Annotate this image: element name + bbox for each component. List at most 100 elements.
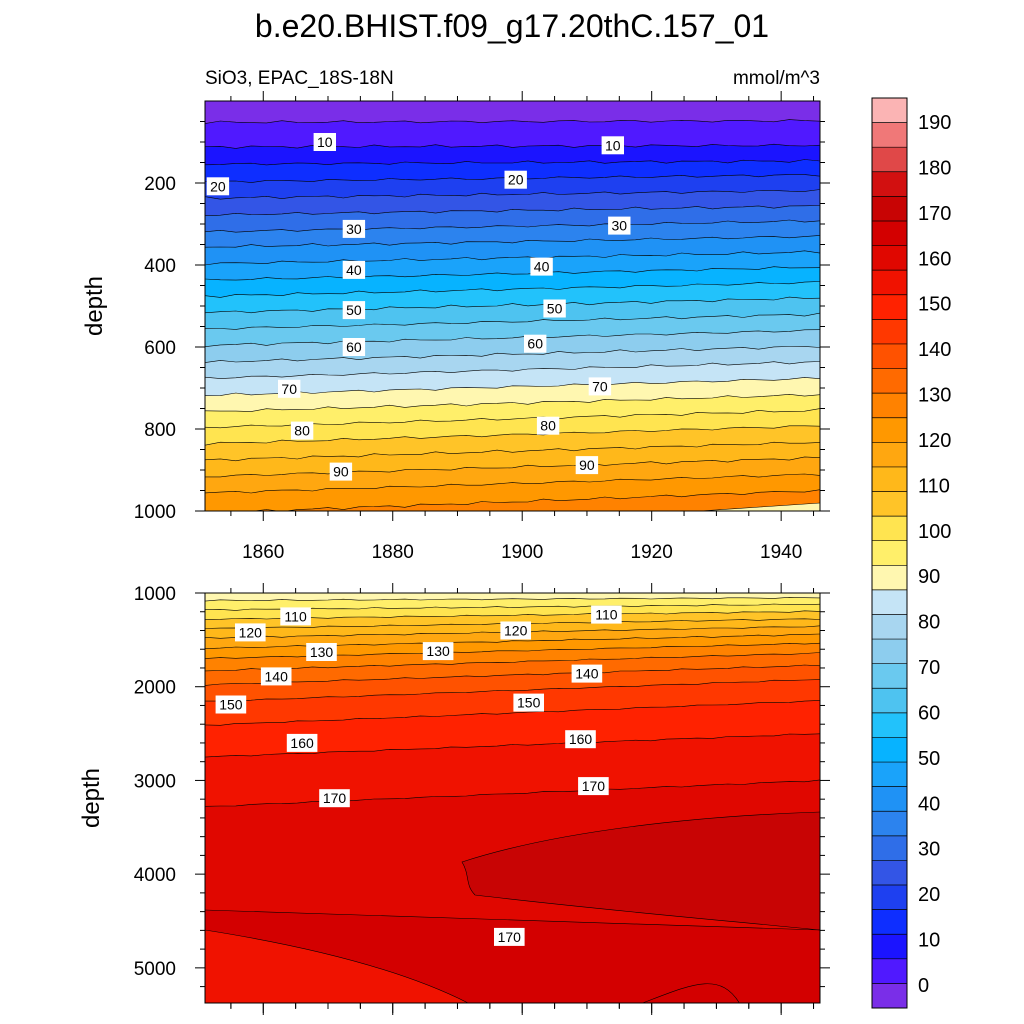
contour-value-label: 70 xyxy=(278,379,301,398)
contour-band xyxy=(205,119,820,149)
contour-band xyxy=(205,604,820,620)
contour-value-label: 50 xyxy=(543,299,566,318)
x-tick-label: 1900 xyxy=(501,542,543,563)
colorbar-swatch xyxy=(872,220,907,246)
contour-band xyxy=(205,733,820,807)
colorbar-tick-label: 120 xyxy=(918,430,951,452)
contour-line xyxy=(205,377,820,396)
colorbar-tick-label: 50 xyxy=(918,748,940,770)
contour-line xyxy=(205,456,820,478)
lower-contour-fill xyxy=(205,593,820,1003)
chart-title: b.e20.BHIST.f09_g17.20thC.157_01 xyxy=(255,8,769,44)
colorbar-tick-label: 140 xyxy=(918,339,951,361)
upper-axis-ticks: 1860 1880 1900 1920 1940 200 400 600 800 1000 xyxy=(134,91,830,563)
contour-band xyxy=(205,442,820,477)
contour-band xyxy=(205,101,820,124)
colorbar-swatch xyxy=(872,393,907,419)
colorbar-swatch xyxy=(872,909,907,935)
contour-band xyxy=(205,700,820,758)
colorbar-swatch xyxy=(872,171,907,197)
upper-contour-fill xyxy=(205,101,820,511)
contour-value-text: 160 xyxy=(290,735,314,751)
units-subtitle: mmol/m^3 xyxy=(733,68,820,89)
contour-value-text: 80 xyxy=(540,418,556,434)
contour-line xyxy=(461,811,820,931)
y-tick-label: 5000 xyxy=(134,959,176,980)
contour-line xyxy=(205,296,820,314)
contour-value-text: 130 xyxy=(310,644,334,660)
contour-value-text: 80 xyxy=(294,423,310,439)
contour-value-label: 50 xyxy=(342,301,366,320)
contour-value-label: 170 xyxy=(319,789,350,808)
y-tick-label: 800 xyxy=(144,420,176,441)
contour-value-text: 70 xyxy=(281,381,297,397)
contour-value-text: 20 xyxy=(210,178,226,194)
contour-line xyxy=(205,250,820,266)
contour-band xyxy=(205,665,820,702)
colorbar-tick-label: 90 xyxy=(918,566,940,588)
contour-value-text: 60 xyxy=(346,339,362,355)
y-tick-label: 1000 xyxy=(134,584,176,605)
contour-band xyxy=(205,474,820,511)
colorbar-swatch xyxy=(872,270,907,296)
contour-band xyxy=(205,425,820,461)
contour-line xyxy=(641,983,740,1003)
colorbar-swatch xyxy=(872,958,907,984)
colorbar-swatch xyxy=(872,983,907,1009)
contour-value-text: 150 xyxy=(517,695,541,711)
x-tick-label: 1920 xyxy=(631,542,673,563)
colorbar-swatch xyxy=(872,147,907,173)
colorbar-swatch xyxy=(872,860,907,886)
colorbar-tick-label: 160 xyxy=(918,248,951,270)
colorbar-swatch xyxy=(872,589,907,615)
y-tick-label: 3000 xyxy=(134,771,176,792)
contour-value-label: 110 xyxy=(280,607,311,626)
contour-value-label: 150 xyxy=(513,693,544,712)
contour-line xyxy=(205,441,820,462)
colorbar-swatch xyxy=(872,294,907,320)
contour-value-label: 90 xyxy=(329,462,353,481)
contour-band xyxy=(205,189,820,216)
contour-line xyxy=(205,596,820,602)
contour-band xyxy=(205,144,820,165)
colorbar-tick-label: 180 xyxy=(918,157,951,179)
contour-value-text: 60 xyxy=(527,336,543,352)
y-tick-label: 200 xyxy=(144,174,176,195)
contour-band xyxy=(205,220,820,248)
colorbar-swatch xyxy=(872,737,907,763)
contour-value-text: 120 xyxy=(504,623,528,639)
colorbar-tick-label: 150 xyxy=(918,294,951,316)
y-tick-label: 2000 xyxy=(134,678,176,699)
lower-axis-ticks: 1000 2000 3000 4000 5000 xyxy=(134,583,830,1015)
contour-value-text: 170 xyxy=(582,778,606,794)
colorbar-swatch xyxy=(872,934,907,960)
upper-panel: 10 10 20 20 30 30 40 40 50 50 60 60 70 70 80 80 90 90 186… xyxy=(81,91,830,563)
contour-band xyxy=(462,812,820,930)
colorbar-swatch xyxy=(872,712,907,738)
contour-value-text: 30 xyxy=(612,218,628,234)
contour-value-label: 80 xyxy=(290,421,314,440)
contour-line xyxy=(205,679,820,702)
colorbar-tick-label: 80 xyxy=(918,612,940,634)
contour-value-label: 60 xyxy=(342,338,366,356)
contour-line xyxy=(205,664,820,686)
y-tick-label: 1000 xyxy=(134,502,176,523)
contour-line xyxy=(205,329,820,347)
contour-line xyxy=(205,281,820,298)
contour-band xyxy=(205,297,820,330)
colorbar-swatch xyxy=(872,786,907,812)
contour-value-label: 110 xyxy=(591,605,622,624)
colorbar-swatch xyxy=(872,196,907,222)
colorbar-tick-label: 190 xyxy=(918,112,951,134)
left-subtitle: SiO3, EPAC_18S-18N xyxy=(205,68,394,89)
contour-value-label: 170 xyxy=(578,777,609,796)
contour-value-label: 120 xyxy=(235,623,266,642)
colorbar-swatch xyxy=(872,122,907,148)
contour-value-text: 40 xyxy=(534,259,550,275)
contour-value-text: 70 xyxy=(592,378,608,394)
contour-line xyxy=(205,346,820,363)
contour-value-label: 10 xyxy=(601,136,624,155)
contour-line xyxy=(205,143,820,149)
x-tick-label: 1880 xyxy=(372,542,414,563)
